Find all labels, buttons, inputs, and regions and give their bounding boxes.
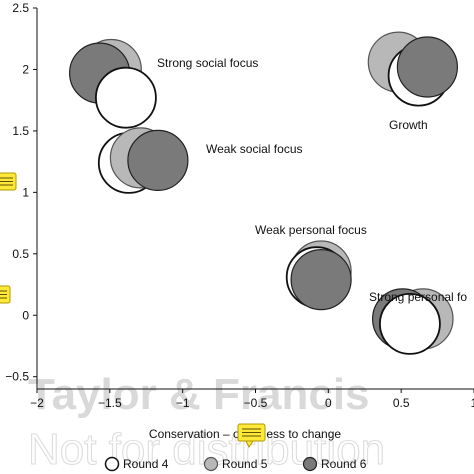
comment-note-icon[interactable] — [0, 285, 11, 304]
x-tick-label: −2 — [30, 396, 44, 410]
bubble-group — [372, 288, 454, 355]
bubble-group — [367, 31, 458, 107]
x-tick-label: 0.5 — [393, 396, 410, 410]
y-tick-label: 2 — [22, 62, 29, 76]
y-tick-label: 0 — [22, 308, 29, 322]
y-tick-label: 0.5 — [12, 247, 29, 261]
bubble-round-4 — [95, 66, 157, 129]
y-tick-label: 2.5 — [12, 1, 29, 15]
bubble-group — [68, 38, 157, 129]
legend-item-round-5: Round 5 — [203, 456, 268, 472]
y-axis-ticks: −0.5 0 0.5 1 1.5 2 2.5 — [5, 1, 37, 384]
y-tick-label: 1.5 — [12, 124, 29, 138]
comment-icons — [0, 172, 266, 448]
x-tick-label: −1 — [176, 396, 190, 410]
legend-label-round-6: Round 6 — [321, 457, 367, 471]
legend-swatch-round-5 — [203, 456, 219, 472]
group-label-strong-social: Strong social focus — [157, 56, 258, 70]
watermark: Taylor & Francis Not for distribution — [27, 370, 385, 474]
y-tick-label: 1 — [22, 185, 29, 199]
legend-swatch-round-4 — [104, 456, 120, 472]
group-label-layer: Strong social focus Weak social focus Gr… — [157, 56, 467, 304]
bubble-layer — [68, 31, 458, 355]
bubble-group — [285, 240, 352, 311]
legend-label-round-5: Round 5 — [222, 457, 268, 471]
y-tick-label: −0.5 — [5, 370, 29, 384]
group-label-weak-social: Weak social focus — [206, 142, 303, 156]
group-label-strong-personal: Strong personal fo — [369, 290, 467, 304]
bubble-group — [97, 127, 189, 194]
x-tick-label: 1 — [471, 396, 474, 410]
watermark-line-1: Taylor & Francis — [28, 370, 370, 419]
bubble-round-6 — [127, 129, 189, 191]
group-label-growth: Growth — [389, 118, 428, 132]
legend-swatch-round-6 — [302, 456, 318, 472]
comment-note-icon[interactable] — [237, 423, 266, 448]
legend: Round 4 Round 5 Round 6 — [104, 456, 367, 472]
legend-item-round-4: Round 4 — [104, 456, 169, 472]
x-tick-label: 0 — [325, 396, 332, 410]
group-label-weak-personal: Weak personal focus — [255, 223, 367, 237]
legend-item-round-6: Round 6 — [302, 456, 367, 472]
x-tick-label: −1.5 — [98, 396, 122, 410]
comment-note-icon-tail — [245, 440, 254, 448]
legend-label-round-4: Round 4 — [123, 457, 169, 471]
x-tick-label: −0.5 — [244, 396, 268, 410]
comment-note-icon[interactable] — [0, 172, 17, 191]
bubble-round-6 — [290, 249, 352, 311]
bubble-round-6 — [396, 36, 458, 98]
x-axis-ticks: −2 −1.5 −1 −0.5 0 0.5 1 — [30, 389, 474, 410]
bubble-round-4 — [378, 292, 441, 355]
